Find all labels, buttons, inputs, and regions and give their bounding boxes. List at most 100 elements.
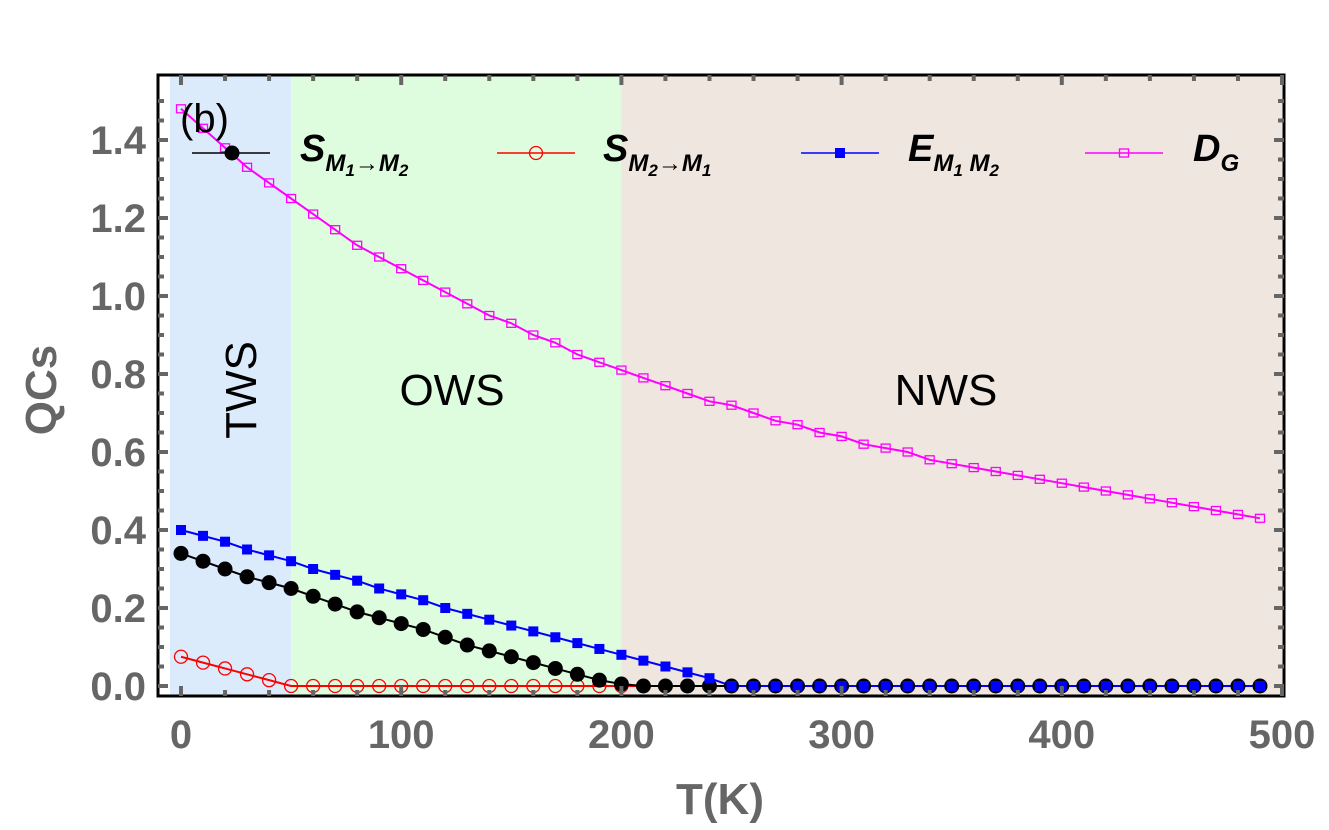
data-point xyxy=(217,561,233,577)
data-point xyxy=(792,681,803,691)
y-tick-label: 0.4 xyxy=(90,509,146,553)
data-point xyxy=(638,373,649,383)
data-point xyxy=(416,678,431,694)
x-tick-label: 100 xyxy=(368,713,435,757)
data-point xyxy=(924,455,935,465)
data-point xyxy=(657,678,673,694)
data-point xyxy=(550,632,561,643)
x-tick-label: 200 xyxy=(588,713,655,757)
data-point xyxy=(726,681,737,691)
data-point xyxy=(1232,509,1244,520)
panel-label: (b) xyxy=(180,97,229,141)
data-point xyxy=(1100,486,1111,496)
data-point xyxy=(415,621,431,637)
data-point xyxy=(1144,681,1155,691)
data-point xyxy=(462,299,473,309)
region-labels: TWS OWS NWS xyxy=(217,341,997,439)
data-point xyxy=(770,681,781,691)
data-point xyxy=(327,678,343,694)
data-point xyxy=(704,396,715,406)
data-point xyxy=(616,365,627,375)
data-point xyxy=(1012,681,1023,691)
data-point xyxy=(396,589,407,600)
data-point xyxy=(239,667,255,682)
data-point xyxy=(1034,681,1045,691)
legend-item: SM2→M1 xyxy=(497,128,711,180)
data-point xyxy=(440,287,451,297)
y-tick-label: 0.8 xyxy=(90,353,146,397)
data-point xyxy=(241,162,253,172)
data-point xyxy=(506,318,517,328)
data-point xyxy=(679,678,695,694)
data-point xyxy=(1122,681,1133,691)
data-point xyxy=(329,225,341,235)
data-point xyxy=(572,349,583,360)
data-point xyxy=(175,104,187,114)
data-point xyxy=(902,447,913,457)
y-tick-label: 0.0 xyxy=(90,665,146,709)
data-point xyxy=(635,678,651,694)
x-tick-label: 500 xyxy=(1249,713,1316,757)
data-point xyxy=(459,637,475,653)
data-point xyxy=(1034,474,1045,484)
data-point xyxy=(195,655,211,670)
data-point xyxy=(239,569,255,585)
data-point xyxy=(990,681,1001,691)
data-point xyxy=(504,678,519,694)
axis-tick-labels: 0 100 200 300 400 500 0.0 0.2 0.4 0.6 0.8 1.0 1.2 1.4 xyxy=(90,119,1315,757)
y-tick-label: 1.0 xyxy=(90,275,146,319)
y-tick-label: 0.2 xyxy=(90,587,146,631)
data-point xyxy=(503,649,519,665)
data-point xyxy=(1078,681,1089,691)
data-point xyxy=(349,604,365,620)
data-point xyxy=(814,427,825,438)
data-point xyxy=(616,649,627,660)
data-point xyxy=(261,673,277,688)
data-point xyxy=(525,655,541,671)
data-point xyxy=(305,588,321,604)
legend-label: EM1 M2 xyxy=(908,128,1000,180)
data-point xyxy=(1056,478,1067,488)
legend-label: SM1→M2 xyxy=(300,128,409,180)
axis-ticks xyxy=(158,75,1284,696)
frame-border xyxy=(156,73,1286,698)
data-point xyxy=(660,381,671,391)
data-point xyxy=(1144,494,1156,504)
data-point xyxy=(572,638,583,649)
data-point xyxy=(418,595,429,606)
data-point xyxy=(198,530,209,541)
data-point xyxy=(1232,681,1243,691)
x-tick-label: 400 xyxy=(1028,713,1095,757)
data-point xyxy=(1078,482,1089,492)
data-point xyxy=(968,462,979,473)
legend-label: DG xyxy=(1193,128,1239,177)
data-point xyxy=(858,681,869,691)
data-point xyxy=(990,466,1001,477)
data-point xyxy=(440,603,451,613)
data-point xyxy=(1254,681,1265,691)
data-point xyxy=(748,681,759,691)
legend-item: SM1→M2 xyxy=(192,128,409,180)
region-ows xyxy=(291,75,622,696)
data-point xyxy=(217,661,233,676)
data-point xyxy=(462,608,473,619)
legend-label: SM2→M1 xyxy=(603,128,711,180)
data-point xyxy=(352,575,363,586)
data-point xyxy=(880,681,891,691)
data-point xyxy=(569,666,585,682)
data-point xyxy=(437,629,453,645)
data-point xyxy=(307,209,319,219)
legend-swatch-marker xyxy=(1118,148,1130,158)
data-point xyxy=(1254,513,1266,523)
x-tick-label: 0 xyxy=(170,713,192,757)
data-point xyxy=(374,583,385,594)
data-point xyxy=(946,681,957,691)
region-label-tws: TWS xyxy=(217,341,266,439)
data-point xyxy=(308,564,319,574)
data-point xyxy=(484,614,495,625)
data-point xyxy=(638,655,649,666)
data-point xyxy=(173,649,189,664)
data-point xyxy=(924,681,935,691)
data-point xyxy=(263,178,275,188)
